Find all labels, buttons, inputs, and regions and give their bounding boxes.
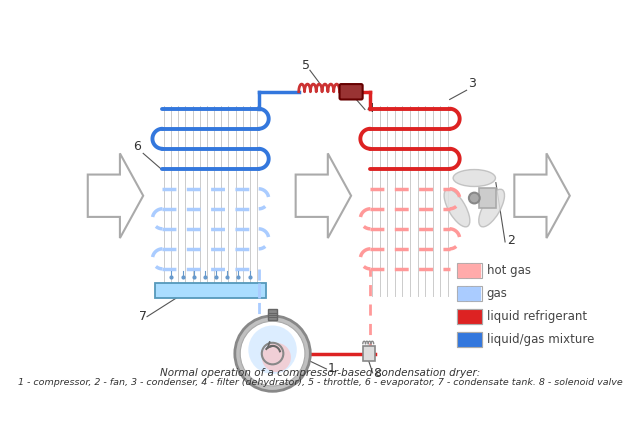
Circle shape (469, 193, 480, 203)
Text: 1: 1 (328, 362, 336, 375)
Bar (479, 188, 496, 208)
Bar (458, 309, 482, 324)
Text: 7: 7 (140, 310, 147, 323)
Bar (458, 263, 482, 278)
Bar (155, 283, 266, 298)
Text: 5: 5 (302, 59, 310, 71)
Text: 1 - compressor, 2 - fan, 3 - condenser, 4 - filter (dehydrator), 5 - throttle, 6: 1 - compressor, 2 - fan, 3 - condenser, … (18, 378, 623, 387)
Polygon shape (296, 153, 351, 238)
Bar (458, 286, 482, 301)
Bar (458, 332, 482, 347)
Text: hot gas: hot gas (486, 264, 531, 277)
Ellipse shape (240, 321, 305, 386)
Ellipse shape (479, 189, 504, 227)
Text: gas: gas (486, 287, 508, 300)
Ellipse shape (262, 343, 291, 372)
Text: 6: 6 (133, 140, 141, 153)
Text: liquid/gas mixture: liquid/gas mixture (486, 333, 594, 346)
Ellipse shape (235, 316, 310, 391)
Ellipse shape (444, 189, 470, 227)
Text: 4: 4 (367, 102, 374, 115)
Text: liquid refrigerant: liquid refrigerant (486, 310, 587, 323)
Text: Normal operation of a compressor-based condensation dryer:: Normal operation of a compressor-based c… (160, 368, 481, 378)
Text: 2: 2 (507, 234, 515, 247)
Bar (363, 346, 375, 361)
Text: 3: 3 (468, 77, 476, 90)
Bar (458, 332, 482, 347)
Polygon shape (88, 153, 143, 238)
FancyBboxPatch shape (340, 84, 363, 99)
Polygon shape (515, 153, 570, 238)
Ellipse shape (453, 170, 495, 186)
Ellipse shape (248, 325, 297, 374)
Text: 8: 8 (373, 367, 381, 380)
Bar (458, 309, 482, 324)
Bar (268, 309, 277, 320)
